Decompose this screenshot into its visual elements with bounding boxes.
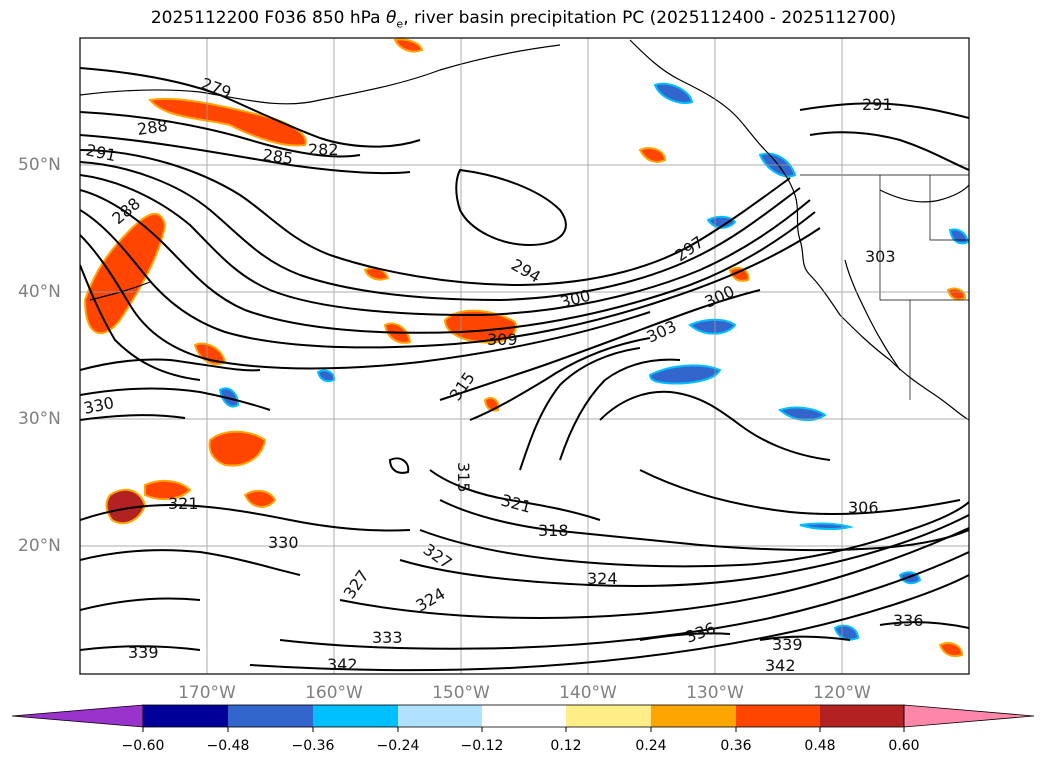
colorbar-tick-label: −0.36 — [291, 738, 335, 754]
lon-label: 150°W — [432, 683, 490, 703]
colorbar-tick-label: 0.12 — [550, 738, 582, 754]
contour-label: 339 — [128, 643, 159, 662]
contour-label: 318 — [538, 521, 569, 540]
contour-label: 336 — [893, 611, 924, 630]
state-borders — [800, 174, 969, 400]
colorbar-tick-label: 0.48 — [804, 738, 836, 754]
lat-label: 50°N — [18, 155, 61, 175]
contour-label: 324 — [587, 569, 618, 588]
lon-label: 160°W — [305, 683, 363, 703]
contour-label: 306 — [848, 498, 879, 517]
contour-label: 330 — [268, 533, 299, 552]
colorbar-tick-label: −0.24 — [376, 738, 420, 754]
contour-label: 342 — [765, 656, 796, 675]
contour-label: 288 — [136, 116, 169, 139]
contour-label: 303 — [865, 247, 896, 266]
lon-label: 130°W — [686, 683, 744, 703]
lon-label: 120°W — [813, 683, 871, 703]
contour-label: 315 — [454, 462, 473, 493]
colorbar-tick-label: 0.24 — [635, 738, 667, 754]
map-frame — [79, 37, 970, 675]
colorbar-tick-label: 0.36 — [720, 738, 752, 754]
contour-label: 321 — [168, 494, 199, 513]
contour-label: 339 — [772, 635, 803, 654]
lon-label: 170°W — [178, 683, 236, 703]
lat-label: 40°N — [18, 282, 61, 302]
contour-label: 333 — [372, 628, 403, 647]
lon-label: 140°W — [559, 683, 617, 703]
colorbar-tick-label: −0.12 — [460, 738, 504, 754]
contour-label: 282 — [308, 140, 339, 159]
map-panel: 279 288 282 285 291 288 291 294 297 300 … — [80, 38, 969, 675]
colorbar-tick-label: −0.60 — [121, 738, 165, 754]
theta-e-contours — [80, 67, 969, 672]
lat-label: 20°N — [18, 536, 61, 556]
contour-label: 285 — [261, 145, 294, 168]
lat-label: 30°N — [18, 409, 61, 429]
contour-label: 309 — [487, 330, 518, 349]
contour-label: 291 — [862, 95, 893, 114]
colorbar-tick-label: −0.48 — [206, 738, 250, 754]
map-title: 2025112200 F036 850 hPa θe, river basin … — [150, 8, 897, 31]
colorbar — [11, 704, 1035, 732]
colorbar-tick-label: 0.60 — [888, 738, 920, 754]
contour-label: 342 — [327, 655, 358, 674]
